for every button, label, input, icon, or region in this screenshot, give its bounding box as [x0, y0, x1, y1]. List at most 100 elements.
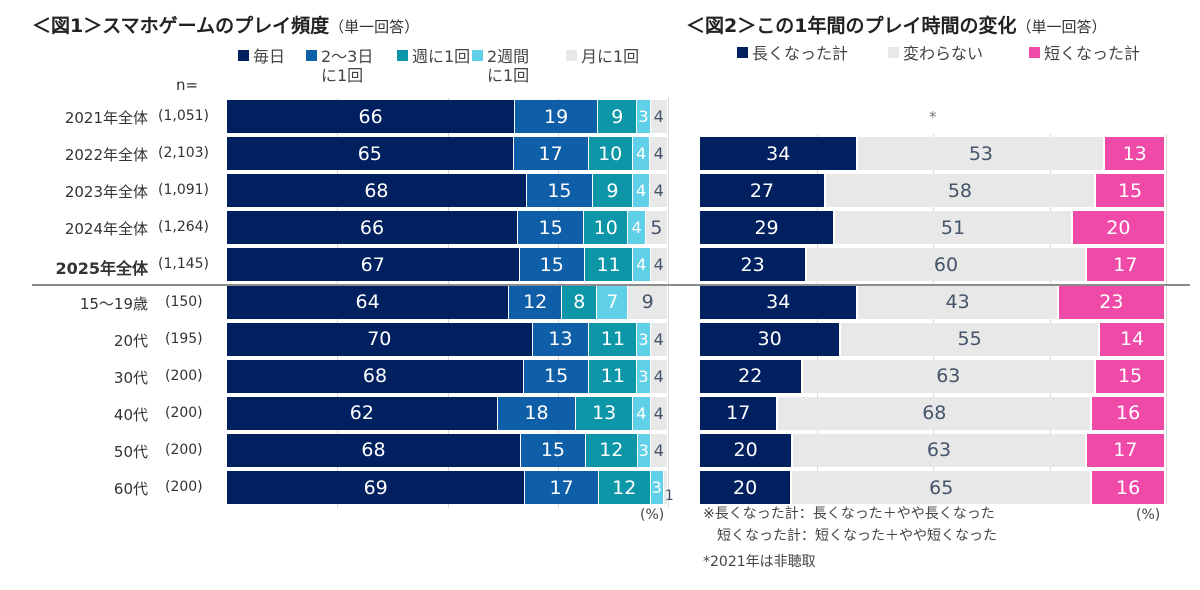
- chart1-data-label: 11: [596, 253, 621, 276]
- chart1-data-label: 5: [650, 216, 663, 239]
- chart1-data-label: 3: [638, 440, 649, 460]
- chart1-data-label: 13: [592, 402, 617, 425]
- chart2-data-label: 14: [1119, 328, 1145, 351]
- chart2-data-label: 63: [936, 365, 961, 388]
- chart2-bar-segment: 17: [1086, 248, 1164, 282]
- chart2-data-label: 17: [1113, 253, 1138, 276]
- chart1-data-label: 3: [638, 107, 649, 126]
- chart2-bar-segment: 16: [1092, 396, 1164, 430]
- chart1-bar-segment: 69: [227, 471, 525, 504]
- chart2-subtitle: （単一回答）: [1016, 18, 1107, 36]
- chart1-bar-segment: 9: [628, 285, 667, 319]
- chart1-data-label: 4: [653, 329, 664, 349]
- chart2-bar-segment: 55: [841, 322, 1099, 356]
- chart1-data-label: 7: [606, 291, 619, 313]
- chart1-bar-segment: 12: [509, 285, 562, 319]
- chart1-data-label: 4: [636, 403, 647, 423]
- chart2-bar-segment: 17: [1086, 433, 1164, 467]
- legend1-swatch: [238, 50, 249, 61]
- chart1-bar-segment: 15: [518, 211, 584, 245]
- chart2-bar-segment: 60: [807, 248, 1085, 282]
- chart2-bar-segment: 63: [793, 433, 1085, 467]
- legend1-item-1: 2〜3日 に1回: [306, 47, 373, 85]
- chart2-data-label: 15: [1117, 179, 1143, 202]
- chart1-data-label: 69: [363, 476, 388, 499]
- legend1-swatch: [472, 50, 483, 61]
- row-label: 2023年全体: [64, 183, 148, 202]
- chart1-bar-segment: 15: [526, 174, 593, 208]
- chart2-data-label: 20: [733, 476, 758, 499]
- chart1-data-label: 65: [357, 142, 382, 165]
- chart2-bar-segment: 17: [700, 396, 777, 430]
- row-n-value: (195): [165, 330, 203, 347]
- chart1-data-label: 17: [549, 476, 574, 499]
- row-n-value: (200): [165, 367, 203, 384]
- chart2-data-label: 23: [1099, 291, 1124, 313]
- chart1-bar-segment: 4: [650, 137, 667, 171]
- chart2-bar-segment: 63: [802, 359, 1095, 393]
- chart2-data-label: 16: [1115, 402, 1141, 425]
- legend1-label-line2: に1回: [321, 66, 364, 85]
- chart2-data-label: 20: [733, 439, 758, 462]
- chart1-data-label: 3: [651, 478, 662, 497]
- chart1-subtitle: （単一回答）: [329, 18, 420, 36]
- chart1-data-label: 4: [653, 181, 664, 201]
- legend2-label: 長くなった計: [752, 44, 849, 63]
- chart2-data-label: 34: [766, 142, 791, 165]
- chart2-data-label: 58: [947, 179, 973, 202]
- legend2-item-0: 長くなった計: [737, 44, 848, 63]
- chart1-bar-segment: 7: [597, 285, 628, 319]
- row-label: 2025年全体: [55, 259, 148, 279]
- chart1-bar-segment: 3: [637, 359, 650, 393]
- row-n-value: (200): [165, 479, 203, 495]
- chart1-data-label: 13: [548, 328, 573, 351]
- chart2-data-label: 53: [968, 142, 994, 165]
- chart1-bar-segment: 66: [227, 211, 518, 245]
- chart1-data-label: 15: [547, 179, 572, 202]
- row-label: 60代: [113, 480, 148, 498]
- chart1-data-label: 10: [598, 142, 623, 165]
- chart1-bar-segment: 13: [532, 322, 589, 356]
- chart2-bar-segment: 53: [858, 137, 1104, 171]
- row-label: 20代: [113, 331, 148, 350]
- chart1-bar-segment: 3: [650, 471, 663, 504]
- chart1-bar-segment: 9: [598, 100, 637, 133]
- chart1-data-label: 62: [349, 402, 374, 425]
- chart1-bar-segment: 5: [645, 211, 667, 245]
- chart1-bar-segment: 15: [519, 248, 585, 282]
- chart1-data-label: 9: [641, 291, 654, 313]
- chart1-data-label: 67: [360, 253, 385, 276]
- chart1-data-label: 11: [600, 365, 625, 388]
- chart1-data-label: 9: [606, 179, 619, 202]
- chart2-data-label: 16: [1115, 476, 1141, 499]
- chart2-bar-segment: 20: [700, 433, 792, 467]
- row-label: 30代: [113, 368, 148, 387]
- legend1-label: 月に1回: [581, 47, 640, 66]
- chart1-gridline: [668, 98, 669, 508]
- chart1-bar-segment: 15: [523, 359, 589, 393]
- chart1-bar-segment: 4: [650, 396, 667, 430]
- legend1-swatch: [566, 50, 577, 61]
- chart1-bar-segment: 18: [497, 396, 576, 430]
- chart1-bar-segment: 4: [633, 396, 650, 430]
- chart1-bar-segment: 3: [637, 100, 650, 133]
- row-n-value: (150): [165, 293, 203, 310]
- chart1-data-label: 12: [523, 291, 548, 313]
- group-separator-line: [32, 284, 1190, 286]
- chart1-bar-segment: 9: [593, 174, 632, 208]
- chart2-data-label: 30: [757, 328, 782, 351]
- row-n-value: (1,145): [158, 256, 210, 273]
- chart2-bar-segment: 23: [700, 248, 806, 282]
- chart1-bar-segment: 4: [632, 137, 650, 171]
- chart2-bar-segment: 27: [700, 174, 824, 208]
- chart1-data-label: 10: [593, 216, 618, 239]
- chart1-bar-segment: 4: [650, 433, 667, 467]
- row-n-value: (1,264): [158, 219, 210, 236]
- chart1-data-label: 4: [653, 107, 664, 126]
- chart2-data-label: 22: [738, 365, 763, 388]
- legend1-item-2: 週に1回: [397, 47, 470, 66]
- chart1-data-label: 66: [359, 216, 385, 239]
- chart1-title: ＜図1＞スマホゲームのプレイ頻度（単一回答）: [32, 11, 419, 38]
- chart1-bar-segment: 4: [650, 248, 667, 282]
- chart1-data-label: 3: [638, 366, 649, 386]
